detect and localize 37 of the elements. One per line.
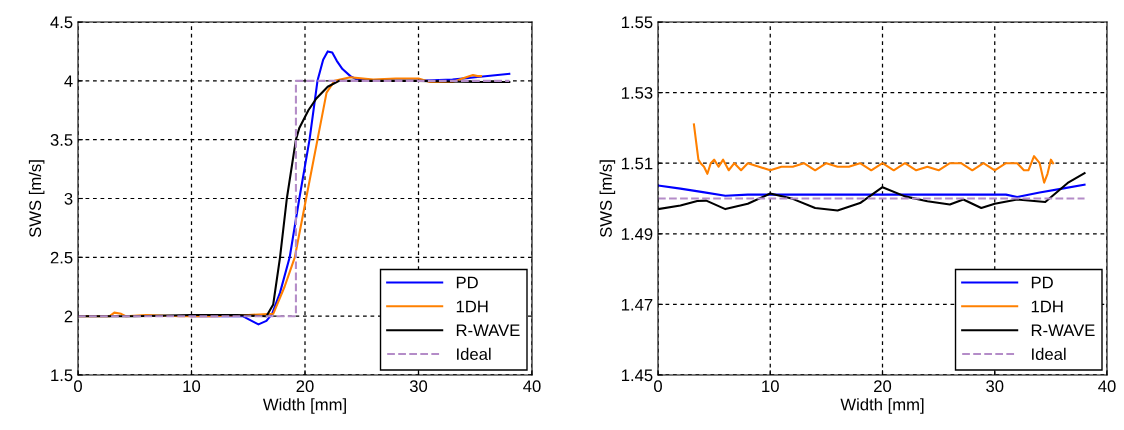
legend-label: R-WAVE: [456, 324, 520, 337]
y-tick-label: 3: [64, 192, 73, 205]
x-tick-label: 30: [986, 380, 1004, 393]
x-tick-label: 40: [1098, 380, 1116, 393]
y-tick-label: 4: [64, 75, 73, 87]
x-tick-label: 20: [296, 380, 314, 393]
y-tick-label: 1.47: [621, 298, 653, 311]
y-tick-label: 2.5: [50, 251, 73, 264]
legend-label: 1DH: [456, 300, 488, 313]
y-tick-label: 1.51: [621, 157, 653, 170]
y-tick-label: 1.55: [621, 16, 653, 29]
y-tick-label: 3.5: [50, 134, 73, 146]
legend-label: 1DH: [1031, 300, 1063, 313]
y-axis-title: SWS [m/s]: [28, 160, 45, 238]
y-axis-title: SWS [m/s]: [599, 160, 616, 238]
line-series: [658, 183, 1086, 199]
x-axis-title: Width [mm]: [262, 398, 346, 414]
legend-label: PD: [456, 276, 478, 289]
y-tick-label: 1.53: [621, 87, 653, 99]
legend-label: Ideal: [1032, 347, 1066, 361]
x-tick-label: 40: [523, 380, 541, 393]
y-tick-label: 2: [64, 310, 73, 323]
line-series: [692, 123, 1055, 184]
x-tick-label: 10: [183, 380, 201, 393]
x-tick-label: 0: [74, 380, 82, 393]
x-tick-label: 30: [409, 380, 428, 393]
y-tick-label: 1.49: [621, 228, 653, 240]
y-tick-label: 1.5: [51, 369, 73, 382]
x-tick-label: 10: [762, 380, 779, 393]
legend-label: R-WAVE: [1031, 324, 1095, 337]
y-tick-label: 1.45: [621, 369, 653, 382]
legend-label: Ideal: [457, 347, 491, 361]
legend-label: PD: [1031, 276, 1053, 289]
x-axis-title: Width [mm]: [840, 398, 924, 414]
x-tick-label: 20: [874, 380, 892, 393]
x-tick-label: 0: [654, 380, 662, 393]
y-tick-label: 4.5: [50, 16, 73, 29]
